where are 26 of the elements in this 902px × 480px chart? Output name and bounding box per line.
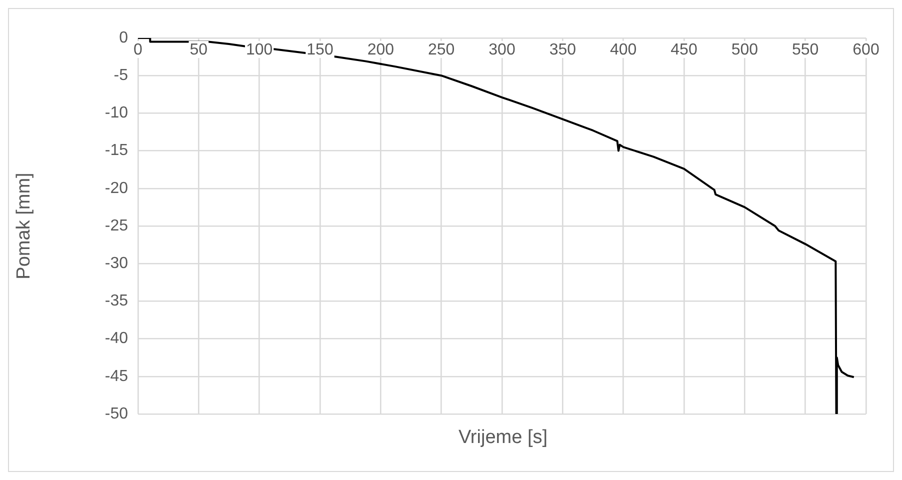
x-tick-label: 150	[306, 41, 334, 58]
y-tick-label: -25	[104, 217, 128, 234]
x-tick-label: 300	[488, 41, 516, 58]
x-tick-label: 550	[792, 41, 819, 58]
y-tick-label: -50	[104, 405, 128, 422]
x-tick-label: 400	[610, 41, 637, 58]
y-tick-label: -20	[104, 180, 128, 197]
x-axis-title: Vrijeme [s]	[457, 427, 549, 449]
x-tick-label: 600	[852, 41, 880, 58]
y-tick-label: -10	[104, 104, 128, 122]
y-tick-label: -30	[104, 255, 128, 272]
x-tick-label: 0	[134, 41, 143, 58]
x-tick-label: 250	[428, 41, 455, 58]
y-tick-label: -35	[104, 292, 128, 310]
x-tick-label: 50	[190, 41, 208, 58]
x-tick-label: 450	[670, 41, 698, 58]
x-tick-label: 100	[246, 41, 273, 58]
y-tick-label: -15	[104, 142, 128, 160]
x-tick-label: 350	[549, 41, 576, 58]
x-tick-label: 200	[367, 41, 394, 58]
y-axis-title: Pomak [mm]	[14, 172, 35, 280]
y-tick-label: 0	[119, 29, 128, 46]
y-tick-label: -40	[104, 330, 128, 348]
x-tick-label: 500	[731, 41, 758, 58]
y-tick-label: -5	[114, 67, 128, 84]
y-tick-label: -45	[104, 368, 128, 385]
